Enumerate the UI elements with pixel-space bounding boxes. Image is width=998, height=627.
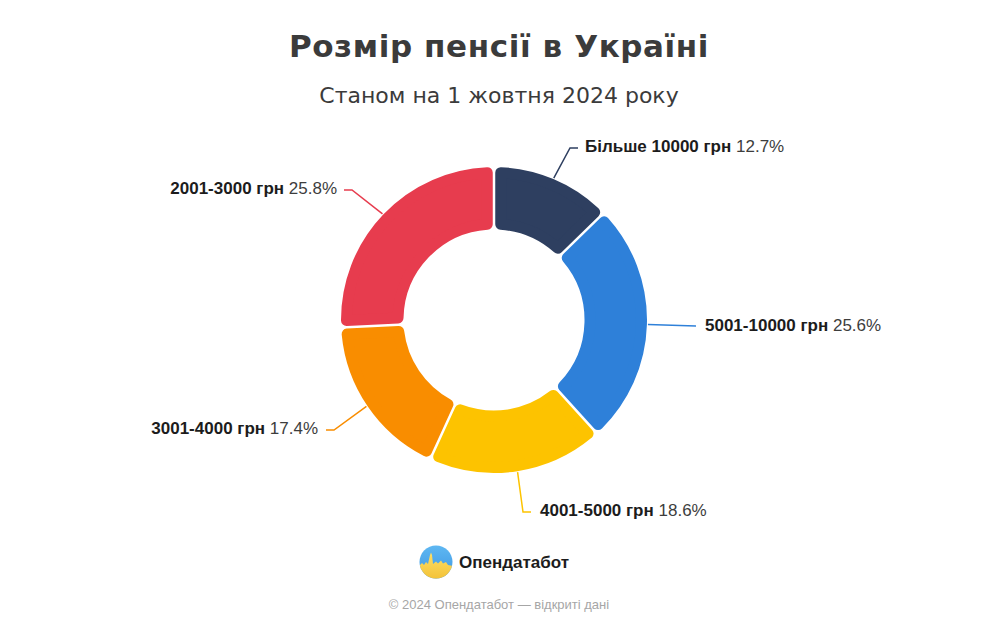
slice-percent: 25.6% — [833, 316, 881, 335]
slice-range: 2001-3000 грн — [170, 179, 284, 198]
slice-range: Більше 10000 грн — [585, 137, 731, 156]
slice-range: 5001-10000 грн — [705, 316, 828, 335]
donut-segment — [347, 173, 488, 321]
leader-line — [326, 406, 366, 430]
donut-chart — [0, 0, 998, 627]
donut-segment — [501, 173, 595, 249]
slice-percent: 18.6% — [659, 501, 707, 520]
slice-percent: 12.7% — [736, 137, 784, 156]
slice-percent: 25.8% — [289, 179, 337, 198]
slice-range: 3001-4000 грн — [151, 419, 265, 438]
leader-line — [518, 472, 531, 512]
copyright-text: © 2024 Опендатабот — відкриті дані — [0, 597, 998, 612]
slice-label-4001-5000: 4001-5000 грн 18.6% — [540, 501, 707, 521]
slice-percent: 17.4% — [270, 419, 318, 438]
slice-range: 4001-5000 грн — [540, 501, 654, 520]
slice-label-bilshe-10000: Більше 10000 грн 12.7% — [585, 137, 784, 157]
brand-name: Опендатабот — [459, 553, 569, 573]
opendatabot-logo-icon — [419, 545, 453, 579]
donut-segment — [563, 222, 641, 425]
slice-label-3001-4000: 3001-4000 грн 17.4% — [151, 419, 318, 439]
donut-segment — [347, 331, 448, 451]
slice-label-2001-3000: 2001-3000 грн 25.8% — [170, 179, 337, 199]
leader-line — [554, 148, 578, 178]
infographic: Розмір пенсії в Україні Станом на 1 жовт… — [0, 0, 998, 627]
leader-line — [648, 325, 696, 326]
donut-segment — [439, 395, 588, 467]
leader-line — [344, 190, 382, 214]
slice-label-5001-10000: 5001-10000 грн 25.6% — [705, 316, 881, 336]
